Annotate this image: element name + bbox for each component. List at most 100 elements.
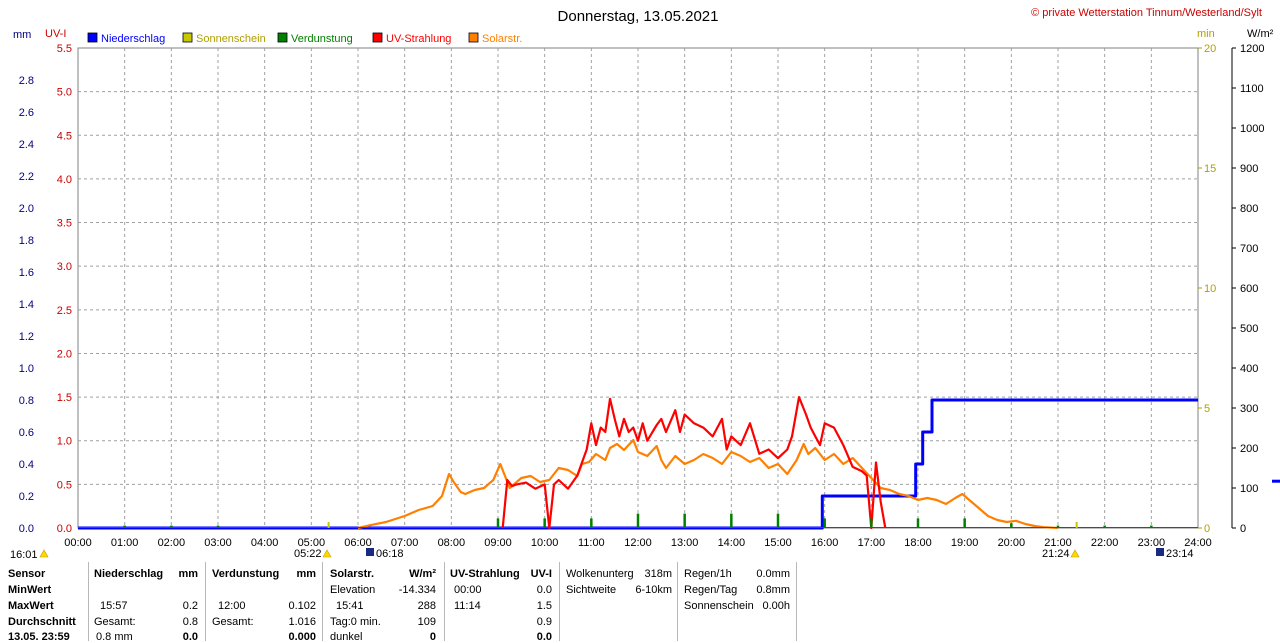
verdunstung-title: Verdunstung: [212, 568, 280, 580]
niederschlag-total-value: 0.8: [182, 616, 198, 628]
x-tick-label: 04:00: [251, 537, 279, 549]
visibility-label: Sichtweite: [566, 584, 617, 596]
solar-elev-value: -14.334: [398, 584, 436, 596]
x-tick-label: 06:00: [344, 537, 372, 549]
uvi-tick-label: 0.0: [57, 523, 72, 535]
wm2-tick-label: 200: [1240, 443, 1258, 455]
legend-swatch: [182, 32, 193, 43]
legend-swatch: [87, 32, 98, 43]
mm-tick-label: 2.0: [19, 203, 34, 215]
uvi-tick-label: 5.5: [57, 43, 72, 55]
mm-tick-label: 1.4: [19, 299, 34, 311]
solar-elev-label: Elevation: [330, 584, 376, 596]
solar-tag-value: 109: [417, 616, 436, 628]
niederschlag-footer-left: 0.8 mm: [96, 631, 133, 643]
x-tick-label: 18:00: [904, 537, 932, 549]
x-tick-label: 22:00: [1091, 537, 1119, 549]
mm-tick-label: 2.4: [19, 139, 34, 151]
solar-max-time: 15:41: [336, 600, 364, 612]
wm2-tick-label: 1200: [1240, 43, 1264, 55]
wm2-tick-label: 600: [1240, 283, 1258, 295]
uvi-unit-label: UV-I: [45, 28, 66, 40]
wm2-tick-label: 0: [1240, 523, 1246, 535]
uv-title: UV-Strahlung: [450, 568, 520, 580]
wm2-tick-label: 500: [1240, 323, 1258, 335]
wm2-tick-label: 700: [1240, 243, 1258, 255]
min-tick-label: 20: [1204, 43, 1216, 55]
x-tick-label: 13:00: [671, 537, 699, 549]
x-tick-label: 23:00: [1138, 537, 1166, 549]
niederschlag-line: [78, 398, 1198, 530]
uvi-tick-label: 0.5: [57, 479, 72, 491]
mm-tick-label: 2.8: [19, 75, 34, 87]
row-label-min: MinWert: [8, 584, 52, 596]
x-tick-label: 07:00: [391, 537, 419, 549]
uvi-tick-label: 2.5: [57, 305, 72, 317]
x-tick-label: 03:00: [204, 537, 232, 549]
mm-tick-label: 0.4: [19, 459, 34, 471]
uvi-tick-label: 1.5: [57, 392, 72, 404]
mm-tick-label: 1.0: [19, 363, 34, 375]
legend-swatch: [277, 32, 288, 43]
uv-avg-value: 0.9: [536, 616, 552, 628]
chart-title: Donnerstag, 13.05.2021: [558, 8, 719, 25]
niederschlag-max-time: 15:57: [100, 600, 128, 612]
x-tick-label: 14:00: [718, 537, 746, 549]
verdunstung-max-time: 12:00: [218, 600, 246, 612]
legend: Niederschlag Sonnenschein Verdunstung UV-St…: [87, 32, 522, 45]
uv-footer-value: 0.0: [536, 631, 552, 643]
solar-dunkel-label: dunkel: [330, 631, 363, 643]
x-tick-label: 02:00: [158, 537, 186, 549]
x-tick-label: 15:00: [764, 537, 792, 549]
verdunstung-footer-right: 0.000: [288, 631, 316, 643]
sunshine-label: Sonnenschein: [684, 600, 754, 612]
niederschlag-max-value: 0.2: [182, 600, 198, 612]
verdunstung-total-label: Gesamt:: [212, 616, 254, 628]
rain-day-label: Regen/Tag: [684, 584, 738, 596]
uvi-tick-label: 3.5: [57, 218, 72, 230]
wm2-unit-label: W/m²: [1247, 28, 1274, 40]
sunrise-label: 05:22: [294, 548, 322, 560]
legend-label: Solarstr.: [482, 33, 522, 45]
visibility-value: 6-10km: [635, 584, 672, 596]
x-tick-label: 20:00: [998, 537, 1026, 549]
legend-label: Niederschlag: [101, 33, 165, 45]
niederschlag-total-label: Gesamt:: [94, 616, 136, 628]
mm-tick-label: 0.0: [19, 523, 34, 535]
wm2-tick-label: 1000: [1240, 123, 1264, 135]
x-tick-label: 12:00: [624, 537, 652, 549]
x-tick-label: 17:00: [858, 537, 886, 549]
wm2-tick-label: 800: [1240, 203, 1258, 215]
uv-min-value: 0.0: [536, 584, 552, 596]
solar-max-value: 288: [417, 600, 436, 612]
uv-min-time: 00:00: [454, 584, 482, 596]
rain-hour-label: Regen/1h: [684, 568, 732, 580]
civil-dawn-label: 06:18: [376, 548, 404, 560]
uv-unit: UV-I: [530, 568, 552, 580]
mm-tick-label: 2.6: [19, 107, 34, 119]
wm2-tick-label: 900: [1240, 163, 1258, 175]
mm-tick-label: 1.6: [19, 267, 34, 279]
sunrise-icon: [322, 549, 332, 558]
niederschlag-unit: mm: [178, 568, 198, 580]
wm2-tick-label: 100: [1240, 483, 1258, 495]
verdunstung-max-value: 0.102: [288, 600, 316, 612]
mm-tick-label: 2.2: [19, 171, 34, 183]
footer-date: 13.05. 23:59: [8, 631, 70, 643]
wm2-tick-label: 1100: [1240, 83, 1264, 95]
sun-icon: [39, 549, 49, 558]
solar-unit: W/m²: [409, 568, 436, 580]
x-tick-label: 16:00: [811, 537, 839, 549]
niederschlag-title: Niederschlag: [94, 568, 164, 580]
legend-label: Verdunstung: [291, 33, 353, 45]
mm-tick-label: 0.6: [19, 427, 34, 439]
x-tick-label: 21:00: [1044, 537, 1072, 549]
x-tick-label: 01:00: [111, 537, 139, 549]
uv-max-time: 11:14: [454, 600, 481, 612]
mm-unit-label: mm: [13, 29, 31, 41]
solar-title: Solarstr.: [330, 568, 375, 580]
solar-dunkel-value: 0: [429, 631, 436, 643]
min-tick-label: 10: [1204, 283, 1216, 295]
legend-label: UV-Strahlung: [386, 33, 451, 45]
sunset-icon: [1070, 549, 1080, 558]
